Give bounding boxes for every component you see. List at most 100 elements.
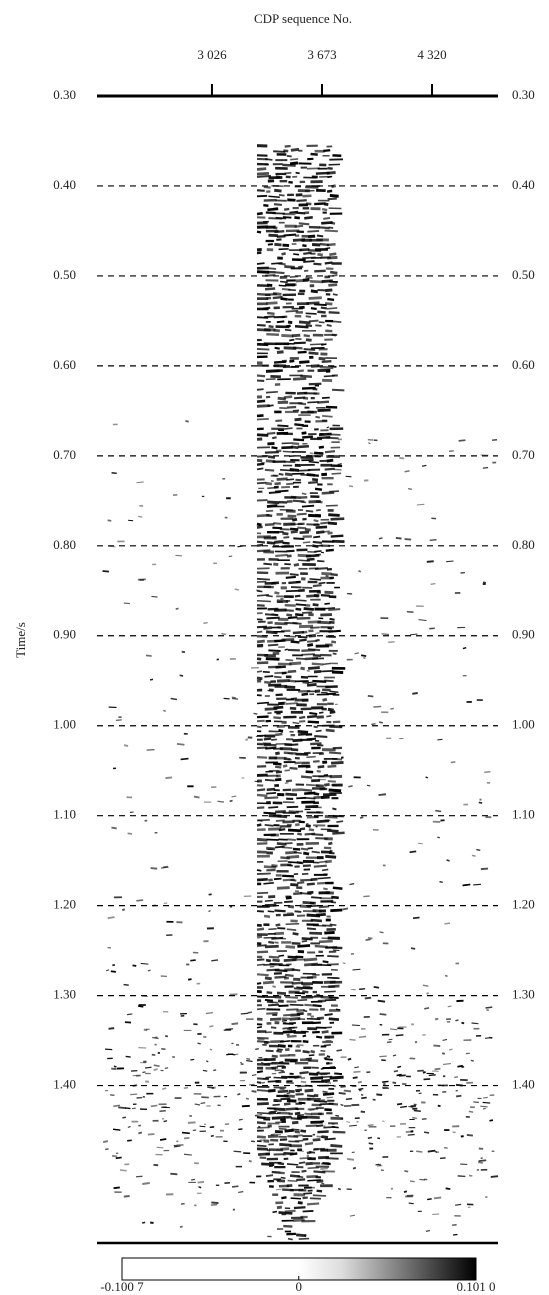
seismic-event [229,799,233,803]
seismic-event [256,973,269,977]
seismic-event [249,1083,255,1086]
seismic-event [231,696,237,699]
seismic-event [256,347,270,351]
seismic-event [197,1180,205,1184]
seismic-event [256,399,266,403]
seismic-event [197,1042,201,1045]
seismic-event [358,1087,364,1091]
seismic-event [332,388,345,392]
seismic-event [296,1115,308,1120]
seismic-event [331,761,344,765]
seismic-event [256,982,262,985]
seismic-event [231,1022,239,1026]
seismic-event [256,462,265,466]
seismic-event [284,609,294,612]
seismic-event [444,922,451,925]
seismic-event [263,306,271,310]
seismic-event [330,908,343,913]
seismic-event [291,968,301,972]
seismic-event [165,776,173,780]
seismic-event [276,350,284,354]
seismic-event [298,1150,305,1152]
seismic-event [302,788,313,792]
seismic-event [468,1110,474,1113]
seismic-event [276,320,285,324]
seismic-event [284,328,292,332]
y-tick-label-right: 0.30 [512,87,535,102]
seismic-event [430,582,436,585]
seismic-event [398,1074,406,1077]
seismic-event [312,478,319,482]
seismic-event [317,876,331,880]
seismic-event [400,1105,407,1109]
seismic-event [293,1206,306,1210]
seismic-event [125,1055,131,1058]
seismic-event [314,202,326,206]
seismic-event [325,548,334,552]
seismic-event [138,515,143,518]
seismic-event [248,1159,252,1163]
seismic-event [327,521,338,526]
seismic-event [367,1124,374,1127]
seismic-event [309,712,318,715]
seismic-event [292,721,300,725]
seismic-event [313,792,320,796]
seismic-event [261,1062,264,1064]
seismic-event [289,161,299,166]
seismic-event [331,670,344,674]
seismic-event [153,1163,159,1167]
seismic-event [395,1034,404,1037]
seismic-event [290,147,300,152]
seismic-event [323,149,331,152]
seismic-event [300,374,313,378]
seismic-event [313,519,319,523]
seismic-event [310,626,320,629]
seismic-event [106,969,110,972]
seismic-event [310,307,317,311]
seismic-event [297,998,308,1002]
seismic-event [329,490,340,493]
seismic-event [313,262,322,266]
seismic-event [302,1050,310,1054]
seismic-event [377,999,386,1003]
seismic-event [298,1101,306,1105]
seismic-event [254,1114,263,1116]
seismic-event [311,662,324,666]
seismic-event [306,557,315,561]
seismic-event [297,1114,304,1117]
seismic-event [285,324,291,328]
seismic-event [303,251,312,255]
seismic-event [289,338,295,342]
seismic-event [282,216,292,219]
seismic-event [302,990,309,994]
seismic-event [395,537,402,540]
seismic-event [311,896,322,899]
seismic-event [256,788,266,792]
seismic-event [300,666,306,671]
seismic-event [306,737,317,741]
seismic-event [316,1016,324,1020]
y-tick-label-right: 0.60 [512,357,535,372]
seismic-event [267,455,276,459]
seismic-event [310,289,319,294]
seismic-event [275,216,287,220]
seismic-event [303,1192,313,1195]
seismic-event [379,931,384,934]
seismic-event [320,306,328,310]
seismic-event [318,752,325,756]
seismic-event [265,1174,274,1178]
seismic-event [272,295,283,300]
seismic-event [275,751,280,756]
seismic-event [256,540,266,544]
seismic-event [327,531,333,535]
y-tick-label: 1.40 [53,1077,76,1092]
seismic-event [274,909,286,913]
seismic-event [282,764,288,768]
seismic-event [256,174,271,178]
seismic-event [283,1094,295,1098]
seismic-event [310,1015,315,1018]
seismic-event [318,1103,322,1107]
y-tick-label: 1.10 [53,807,76,822]
seismic-event [307,401,319,404]
seismic-event [361,1096,367,1100]
